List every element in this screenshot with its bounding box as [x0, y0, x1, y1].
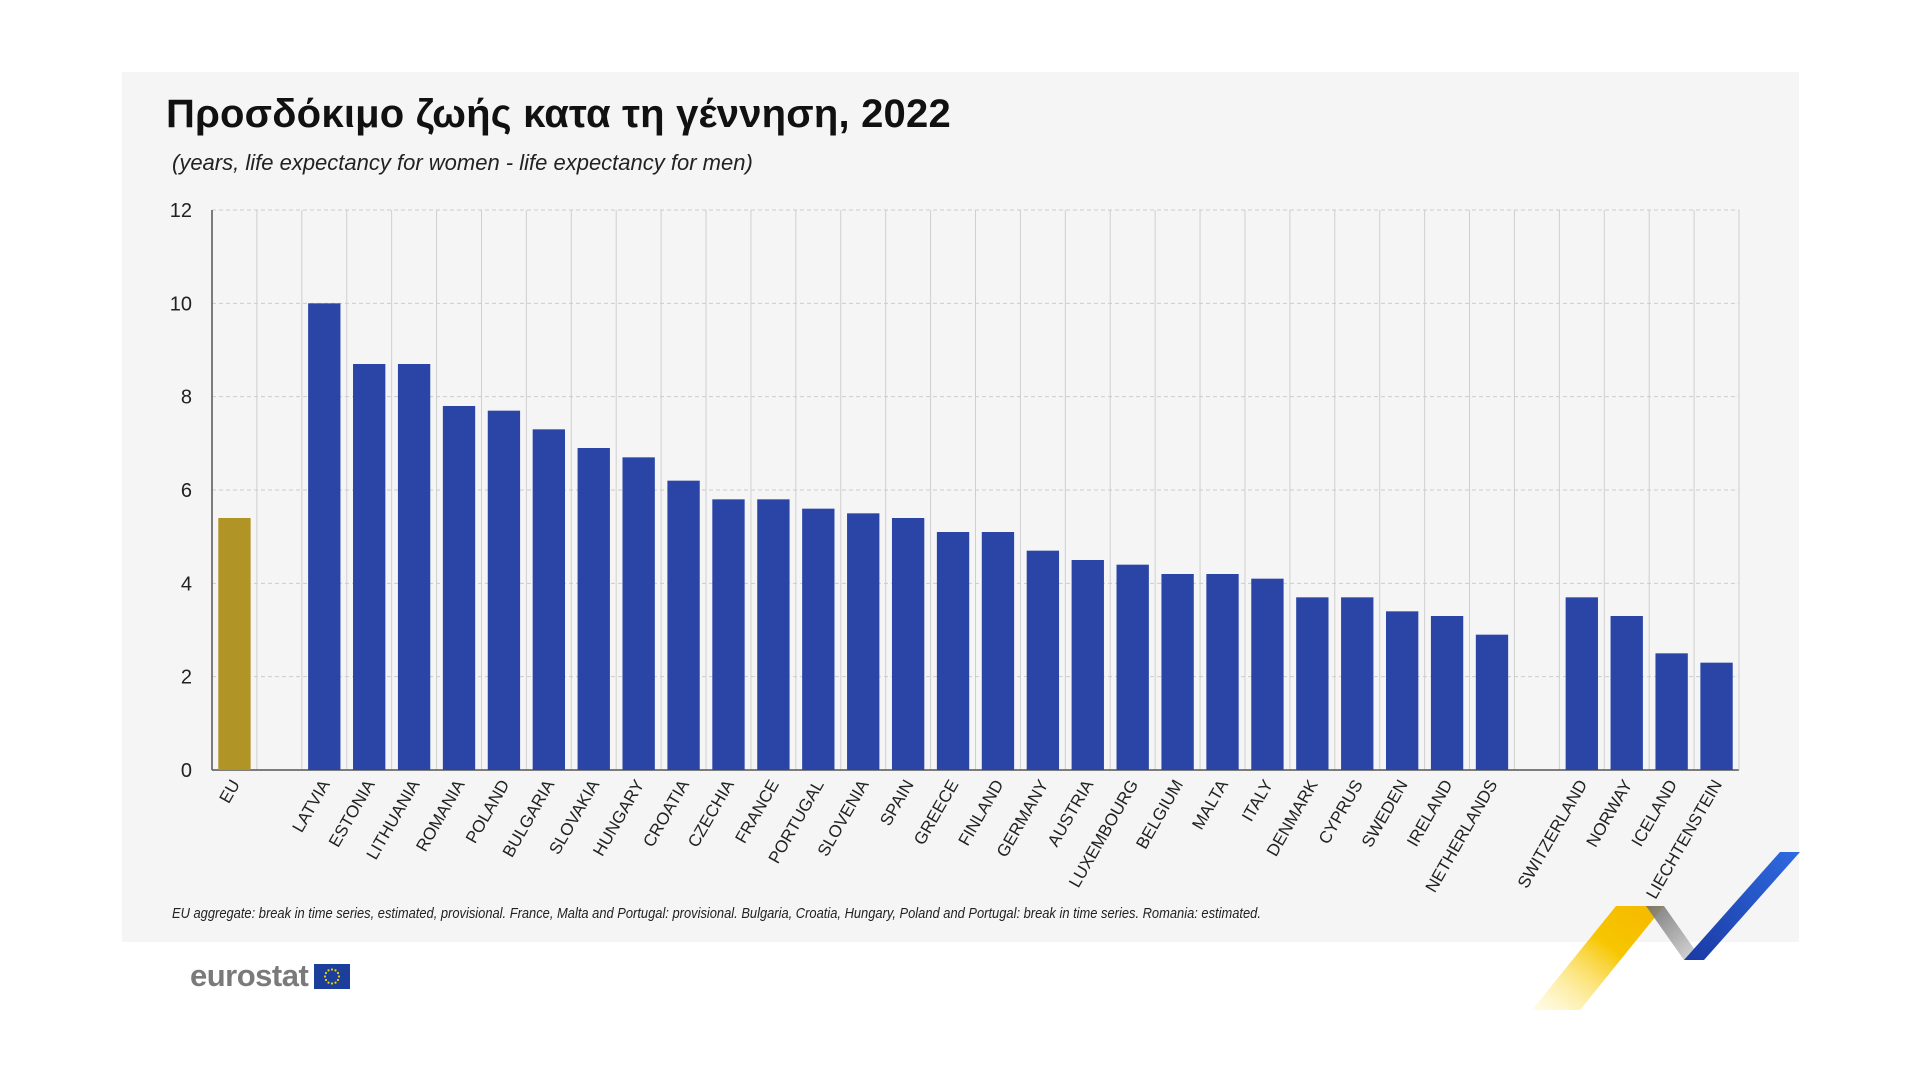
bar-hungary: [622, 457, 655, 770]
bar-france: [757, 499, 790, 770]
bar-netherlands: [1475, 634, 1509, 770]
eurostat-logo: eurostat: [190, 958, 351, 994]
chart-title: Προσδόκιμο ζωής κατα τη γέννηση, 2022: [166, 92, 951, 136]
x-tick-label: FRANCE: [731, 777, 782, 847]
y-tick-label: 12: [170, 200, 192, 222]
bar-slovakia: [577, 448, 610, 770]
y-tick-label: 8: [181, 387, 192, 409]
bar-cyprus: [1341, 597, 1374, 770]
y-tick-label: 0: [181, 760, 192, 782]
footer-band: [122, 942, 1799, 1012]
chart-subtitle: (years, life expectancy for women - life…: [172, 150, 753, 175]
bar-switzerland: [1565, 597, 1598, 770]
bar-lithuania: [397, 364, 431, 770]
bar-bulgaria: [532, 429, 566, 770]
y-tick-label: 6: [181, 480, 192, 502]
bar-ireland: [1430, 616, 1464, 770]
x-tick-label: CYPRUS: [1315, 777, 1367, 848]
x-tick-label: LATVIA: [289, 776, 334, 836]
x-tick-label: SPAIN: [876, 777, 917, 830]
decorative-ribbon-icon: [1532, 852, 1800, 1010]
bar-portugal: [802, 508, 835, 770]
bar-estonia: [353, 364, 386, 770]
bar-spain: [891, 518, 925, 770]
bar-luxembourg: [1116, 564, 1149, 770]
x-tick-label: MALTA: [1188, 776, 1232, 833]
bar-denmark: [1296, 597, 1329, 770]
bar-austria: [1071, 560, 1104, 770]
bar-eu: [218, 518, 251, 770]
bar-romania: [442, 406, 476, 770]
bar-norway: [1610, 616, 1643, 770]
bar-slovenia: [847, 513, 880, 770]
y-tick-label: 2: [181, 667, 192, 689]
bar-iceland: [1655, 653, 1688, 770]
footnote: EU aggregate: break in time series, esti…: [172, 905, 1261, 922]
bar-latvia: [308, 303, 341, 770]
y-tick-label: 10: [170, 293, 192, 315]
bar-germany: [1026, 550, 1060, 770]
x-tick-label: ITALY: [1238, 777, 1277, 825]
x-tick-label: EU: [216, 777, 244, 807]
bar-italy: [1251, 578, 1284, 770]
logo-text: eurostat: [190, 958, 309, 993]
bar-malta: [1206, 574, 1239, 770]
eu-flag-icon: [314, 963, 351, 989]
bar-greece: [936, 532, 970, 770]
bar-liechtenstein: [1700, 662, 1733, 770]
bar-croatia: [667, 480, 700, 770]
bar-poland: [487, 410, 521, 770]
bar-belgium: [1161, 574, 1194, 770]
bar-czechia: [712, 499, 745, 770]
x-tick-label: POLAND: [462, 777, 513, 847]
bar-sweden: [1385, 611, 1419, 770]
y-tick-label: 4: [181, 573, 192, 595]
bar-finland: [981, 532, 1015, 770]
